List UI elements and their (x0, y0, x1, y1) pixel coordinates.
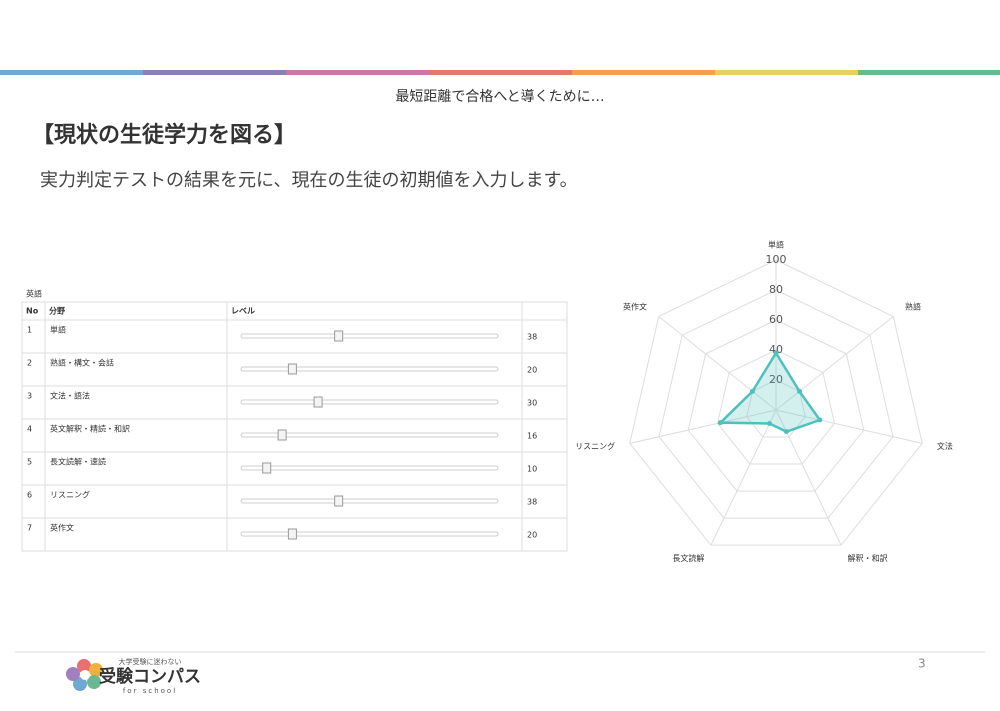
table-caption: 英語 (26, 289, 42, 299)
row-value: 20 (527, 366, 537, 375)
data-point (750, 388, 756, 394)
slider-track (240, 333, 499, 339)
slider-thumb[interactable] (287, 528, 297, 540)
data-point (817, 417, 823, 423)
slider-thumb[interactable] (277, 429, 287, 441)
r-tick-label: 60 (769, 313, 783, 326)
column-header: レベル (231, 307, 255, 316)
axis-label: 文法 (937, 441, 953, 451)
spoke (629, 409, 777, 444)
row-no: 6 (27, 491, 32, 500)
row-value: 16 (527, 432, 537, 441)
table-frame (21, 301, 568, 552)
axis-label: 解釈・和訳 (848, 553, 888, 563)
axis-label: リスニング (575, 441, 615, 451)
row-field: 英作文 (50, 523, 74, 533)
spoke (710, 409, 777, 546)
slider-thumb[interactable] (313, 396, 323, 408)
row-no: 4 (27, 425, 32, 434)
row-field: 英文解釈・精読・和訳 (50, 424, 130, 434)
row-value: 20 (527, 531, 537, 540)
row-no: 7 (27, 524, 32, 533)
slider-thumb[interactable] (287, 363, 297, 375)
page-number: 3 (918, 657, 926, 671)
data-point (796, 388, 802, 394)
row-value: 38 (527, 333, 537, 342)
spoke (775, 316, 894, 411)
spoke (658, 316, 777, 411)
row-field: 長文読解・速読 (50, 457, 106, 467)
row-value: 30 (527, 399, 537, 408)
r-tick-label: 100 (766, 253, 787, 266)
column-header: No (26, 307, 39, 316)
slider-track (240, 498, 499, 504)
data-point (717, 420, 723, 426)
row-no: 3 (27, 392, 32, 401)
row-field: 文法・語法 (50, 391, 90, 401)
grid-ring (746, 379, 806, 438)
row-no: 5 (27, 458, 32, 467)
slider-track (240, 399, 499, 405)
r-tick-label: 20 (769, 373, 783, 386)
slider-track (240, 465, 499, 471)
axis-label: 英作文 (623, 302, 647, 312)
lead: 実力判定テストの結果を元に、現在の生徒の初期値を入力します。 (40, 170, 578, 191)
logo-name: 受験コンパス (99, 666, 201, 687)
row-no: 2 (27, 359, 32, 368)
r-tick-label: 40 (769, 343, 783, 356)
row-value: 10 (527, 465, 537, 474)
data-point (783, 429, 789, 435)
row-field: リスニング (50, 490, 90, 500)
axis-label: 熟語 (905, 302, 921, 312)
slider-thumb[interactable] (262, 462, 272, 474)
slider-track (240, 432, 499, 438)
r-tick-label: 80 (769, 283, 783, 296)
color-stripe (0, 70, 1000, 75)
grid-ring (658, 289, 894, 519)
column-header: 分野 (49, 306, 65, 316)
grid-ring (687, 319, 865, 492)
slider-thumb[interactable] (334, 495, 344, 507)
row-no: 1 (27, 326, 32, 335)
slider-track (240, 531, 499, 537)
title: 【現状の生徒学力を図る】 (32, 122, 296, 148)
slider-track (240, 366, 499, 372)
grid-ring (716, 349, 836, 465)
axis-label: 長文読解 (672, 553, 704, 563)
row-field: 熟語・構文・会話 (50, 358, 114, 368)
data-point (773, 350, 779, 356)
grid-ring (629, 259, 923, 546)
axis-label: 単語 (768, 240, 784, 250)
logo-sub: for school (123, 687, 177, 695)
spoke (775, 409, 923, 444)
subtitle: 最短距離で合格へと導くために… (395, 88, 604, 105)
row-field: 単語 (50, 325, 66, 335)
data-area (717, 350, 822, 433)
logo-tagline: 大学受験に迷わない (119, 657, 182, 666)
row-value: 38 (527, 498, 537, 507)
slider-thumb[interactable] (334, 330, 344, 342)
data-point (766, 421, 772, 427)
logo-icon (66, 659, 103, 691)
